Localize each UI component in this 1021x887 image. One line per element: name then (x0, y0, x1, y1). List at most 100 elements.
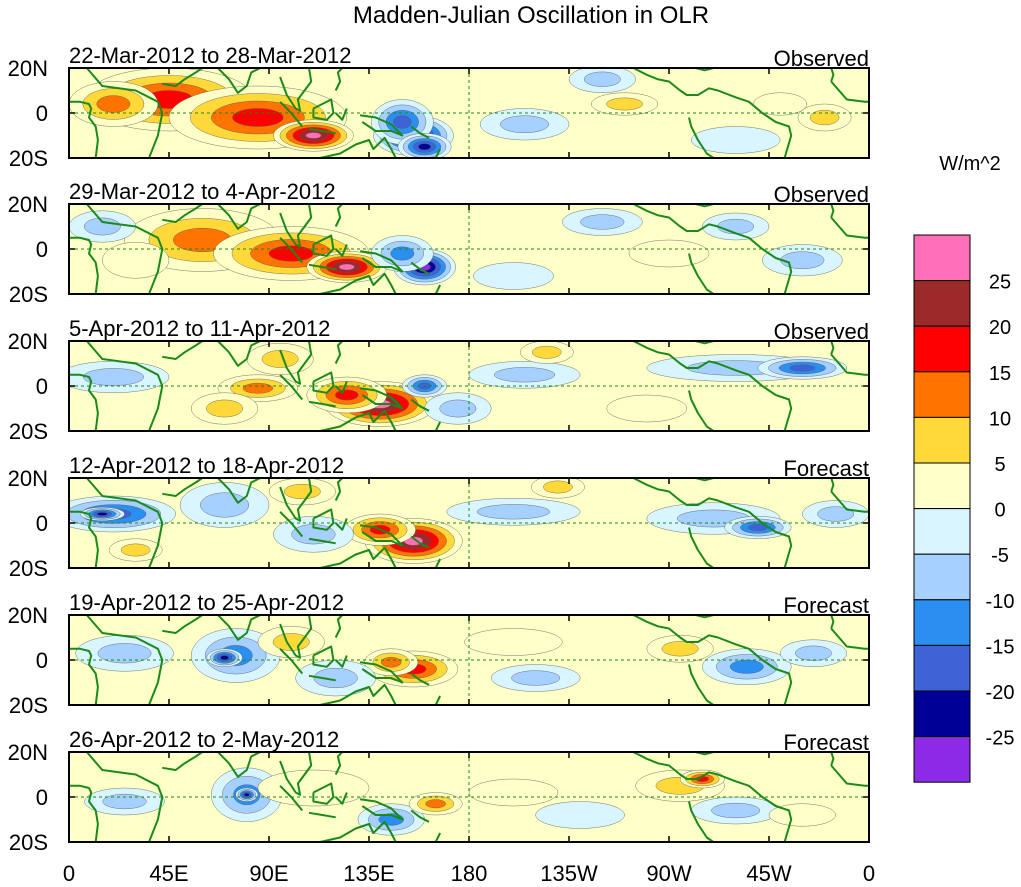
contour-shell (780, 251, 825, 270)
coastline (334, 478, 344, 501)
colorbar-tick-label: -20 (986, 682, 1015, 704)
panel-6: 20N 0 20S 26-Apr-2012 to 2-May-2012 Forecast (8, 727, 870, 855)
y-tick-label: 20N (8, 329, 48, 354)
panel-type-label: Forecast (783, 593, 869, 618)
coastline (632, 204, 793, 294)
colorbar-swatch (913, 462, 971, 510)
coastline (359, 661, 404, 684)
coastline (279, 478, 313, 522)
coastline (410, 261, 430, 275)
coastline (308, 537, 336, 545)
y-tick-label: 20N (8, 466, 48, 491)
colorbar-swatch (913, 371, 971, 418)
y-tick-label: 0 (36, 511, 48, 536)
coastline (434, 832, 441, 842)
contour-shell (335, 389, 359, 401)
coastline (86, 752, 164, 842)
contour-shell (464, 628, 563, 656)
coastline (86, 68, 164, 158)
coastline (217, 615, 261, 641)
coastline (410, 809, 430, 823)
contour-shell (583, 71, 621, 87)
coastline (688, 253, 714, 294)
y-tick-label: 20S (9, 419, 48, 444)
colorbar-swatch (913, 736, 971, 783)
coastline (410, 398, 430, 412)
panel-field (69, 204, 869, 294)
panels-group: 20N 0 20S 22-Mar-2012 to 28-Mar-2012 Observe… (8, 43, 870, 855)
coastline (308, 811, 336, 819)
y-tick-label: 20S (9, 282, 48, 307)
coastline (410, 535, 430, 549)
coastline (217, 752, 261, 778)
coastline (334, 381, 348, 394)
colorbar-swatch (913, 553, 971, 601)
y-tick-label: 0 (36, 785, 48, 810)
colorbar-tick-label: 0 (994, 500, 1005, 522)
coastline (434, 558, 441, 568)
contour-shell (535, 801, 625, 829)
colorbar: 25 20 15 10 5 0 -5 -10 -15 -20 -25 (913, 234, 1015, 783)
coastline (279, 615, 313, 659)
coastline (688, 664, 714, 705)
coastline (217, 204, 261, 230)
coastline (319, 820, 397, 842)
contour-shell (102, 793, 147, 810)
contour-shell (711, 802, 761, 819)
coastline (434, 148, 441, 158)
panel-2: 20N 0 20S 29-Mar-2012 to 4-Apr-2012 Observed (8, 179, 870, 307)
contour-shell (628, 239, 710, 268)
coastline (359, 250, 404, 273)
contour-shell (283, 483, 321, 500)
contour-shell (425, 799, 446, 809)
contour-shell (97, 512, 108, 516)
contour-shell (606, 394, 687, 423)
panel-period: 22-Mar-2012 to 28-Mar-2012 (69, 43, 351, 68)
contour-shell (97, 643, 152, 664)
coastline (319, 136, 397, 158)
coastline (334, 108, 348, 121)
panel-period: 29-Mar-2012 to 4-Apr-2012 (69, 179, 336, 204)
coastline (69, 784, 99, 842)
coastline (319, 546, 397, 568)
coastline (688, 117, 714, 158)
coastline (632, 752, 793, 842)
colorbar-swatch (913, 508, 971, 555)
coastline (830, 752, 835, 766)
coastline (308, 674, 336, 682)
panel-4: 20N 0 20S 12-Apr-2012 to 18-Apr-2012 Forecas… (8, 453, 870, 581)
coastline (830, 353, 869, 376)
panel-type-label: Observed (774, 46, 869, 71)
coastline (359, 387, 404, 410)
coastline (359, 798, 404, 821)
colorbar-tick-label: 10 (989, 408, 1011, 430)
coastline (688, 527, 714, 568)
coastline (86, 478, 164, 568)
contour-shell (476, 504, 551, 520)
coastline (69, 647, 99, 705)
y-tick-label: 20N (8, 56, 48, 81)
coastline (319, 409, 397, 431)
coastline (688, 801, 714, 842)
y-tick-label: 20S (9, 556, 48, 581)
colorbar-tick-label: 20 (989, 317, 1011, 339)
contour-shell (729, 659, 764, 674)
coastline (434, 421, 441, 431)
y-tick-label: 20N (8, 603, 48, 628)
contour-shell (809, 109, 840, 126)
coastline (69, 373, 99, 431)
coastline (334, 615, 344, 638)
x-tick-label: 90E (249, 861, 288, 886)
contour-shell (232, 108, 284, 127)
contour-shell (261, 350, 299, 368)
coastline (830, 490, 869, 513)
contour-shell (532, 345, 562, 359)
coastline (86, 615, 164, 705)
coastline (162, 341, 203, 360)
contour-shell (439, 399, 477, 418)
coastline (217, 478, 261, 504)
x-tick-label: 135E (343, 861, 394, 886)
y-tick-label: 20S (9, 830, 48, 855)
contour-shell (468, 778, 559, 807)
coastline (334, 752, 344, 775)
